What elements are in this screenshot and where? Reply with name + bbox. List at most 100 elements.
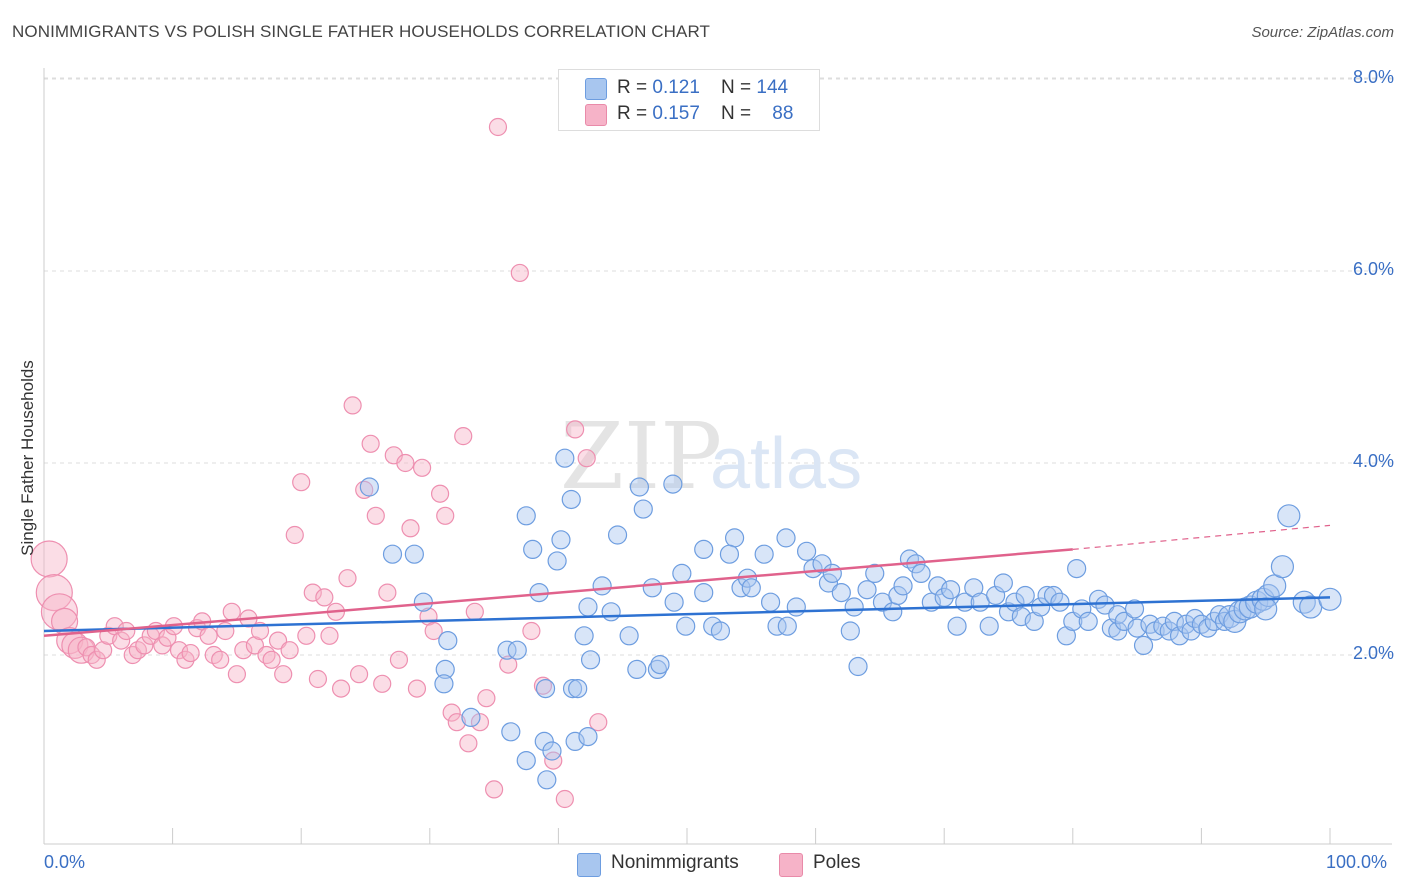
nonimmigrants-point (1124, 599, 1145, 619)
correlation-legend: R = 0.121 N = 144 R = 0.157 N = 88 (558, 69, 820, 131)
poles-point (499, 655, 518, 674)
poles-point (477, 689, 496, 708)
nonimmigrants-point (676, 616, 696, 636)
nonimmigrants-point (979, 616, 999, 636)
nonimmigrants-point (883, 602, 903, 622)
poles-point (442, 703, 461, 722)
poles-point (303, 583, 322, 602)
poles-point (436, 506, 455, 525)
poles-point (589, 713, 608, 732)
nonimmigrants-point (767, 616, 787, 636)
poles-point (285, 525, 304, 545)
poles-point (396, 453, 415, 473)
poles-point (280, 641, 299, 660)
poles-trend-extension (1072, 524, 1331, 550)
trend-lines (43, 524, 1331, 638)
poles-point (407, 679, 427, 698)
poles-point (577, 449, 596, 468)
poles-point (297, 626, 316, 645)
bottom-legend-label-blue: Nonimmigrants (611, 852, 739, 873)
nonimmigrants-point (516, 506, 536, 526)
nonimmigrants-point (947, 616, 967, 636)
poles-point (459, 734, 478, 753)
poles-point (454, 427, 473, 446)
poles-point (378, 583, 397, 602)
poles-point (135, 636, 154, 655)
poles-point (424, 621, 443, 641)
nonimmigrants-point (840, 621, 860, 641)
bottom-legend-swatch-pink (779, 853, 803, 877)
x-tick-max: 100.0% (1326, 852, 1388, 872)
nonimmigrants-point (694, 539, 714, 560)
nonimmigrants-point (844, 597, 864, 617)
nonimmigrants-point (776, 528, 796, 548)
poles-point (222, 602, 241, 621)
poles-point (338, 569, 357, 588)
poles-point (112, 631, 131, 650)
x-tick-min: 0.0% (44, 852, 86, 872)
poles-point (117, 621, 136, 641)
y-tick-label: 8.0% (1352, 67, 1394, 87)
nonimmigrants-point (1095, 595, 1115, 615)
nonimmigrants-point (911, 563, 931, 584)
poles-point (234, 641, 253, 660)
poles-point (274, 665, 293, 684)
poles-point (87, 650, 106, 669)
nonimmigrants-point (578, 597, 598, 617)
grid-lines (44, 77, 1392, 656)
nonimmigrants-point (434, 674, 454, 694)
poles-point (262, 650, 281, 669)
nonimmigrants-point (818, 573, 839, 593)
poles-point (488, 117, 508, 137)
nonimmigrants-point (831, 582, 851, 603)
poles-point (544, 751, 563, 770)
nonimmigrants-point (382, 544, 403, 564)
nonimmigrants-point (1159, 621, 1179, 641)
poles-point (465, 602, 484, 621)
poles-point (315, 588, 334, 607)
nonimmigrants-point (928, 576, 948, 596)
poles-point (533, 676, 553, 695)
nonimmigrants-point (537, 770, 557, 790)
poles-point (227, 665, 246, 684)
nonimmigrants-point (619, 626, 639, 646)
nonimmigrants-point (1277, 504, 1301, 528)
nonimmigrants-point (1181, 621, 1201, 641)
poles-point (250, 621, 270, 641)
nonimmigrants-point (1133, 635, 1154, 656)
nonimmigrants-point (642, 578, 662, 598)
nonimmigrants-point (848, 656, 868, 677)
nonimmigrants-point (672, 563, 692, 584)
nonimmigrants-point (964, 578, 984, 598)
y-tick-label: 4.0% (1352, 451, 1394, 471)
poles-point (169, 641, 189, 660)
nonimmigrants-point (1015, 585, 1035, 606)
nonimmigrants-point (461, 707, 481, 728)
nonimmigrants-trend-line (43, 596, 1331, 633)
nonimmigrants-point (607, 525, 628, 545)
nonimmigrants-point (1031, 597, 1051, 617)
nonimmigrants-point (359, 477, 379, 497)
poles-trend-line (43, 548, 1073, 638)
legend-stats-pink: R = 0.157 N = 88 (617, 103, 794, 124)
bottom-legend-label-pink: Poles (813, 852, 861, 873)
poles-point (94, 641, 113, 660)
bottom-legend-swatch-blue (577, 853, 601, 877)
poles-point (292, 473, 311, 492)
nonimmigrants-point (535, 678, 556, 699)
poles-point (389, 650, 409, 669)
y-axis-label: Single Father Households (18, 360, 37, 556)
nonimmigrants-point (796, 541, 817, 561)
nonimmigrants-point (741, 578, 761, 598)
poles-point (181, 643, 200, 663)
nonimmigrants-point (562, 678, 583, 699)
nonimmigrants-point (754, 544, 774, 564)
nonimmigrants-point (1056, 626, 1076, 646)
nonimmigrants-point (627, 659, 647, 680)
watermark-zip: ZIP (560, 403, 722, 510)
nonimmigrants-point (568, 678, 588, 699)
nonimmigrants-point (719, 544, 740, 564)
nonimmigrants-point (650, 654, 670, 675)
poles-point (331, 679, 351, 698)
